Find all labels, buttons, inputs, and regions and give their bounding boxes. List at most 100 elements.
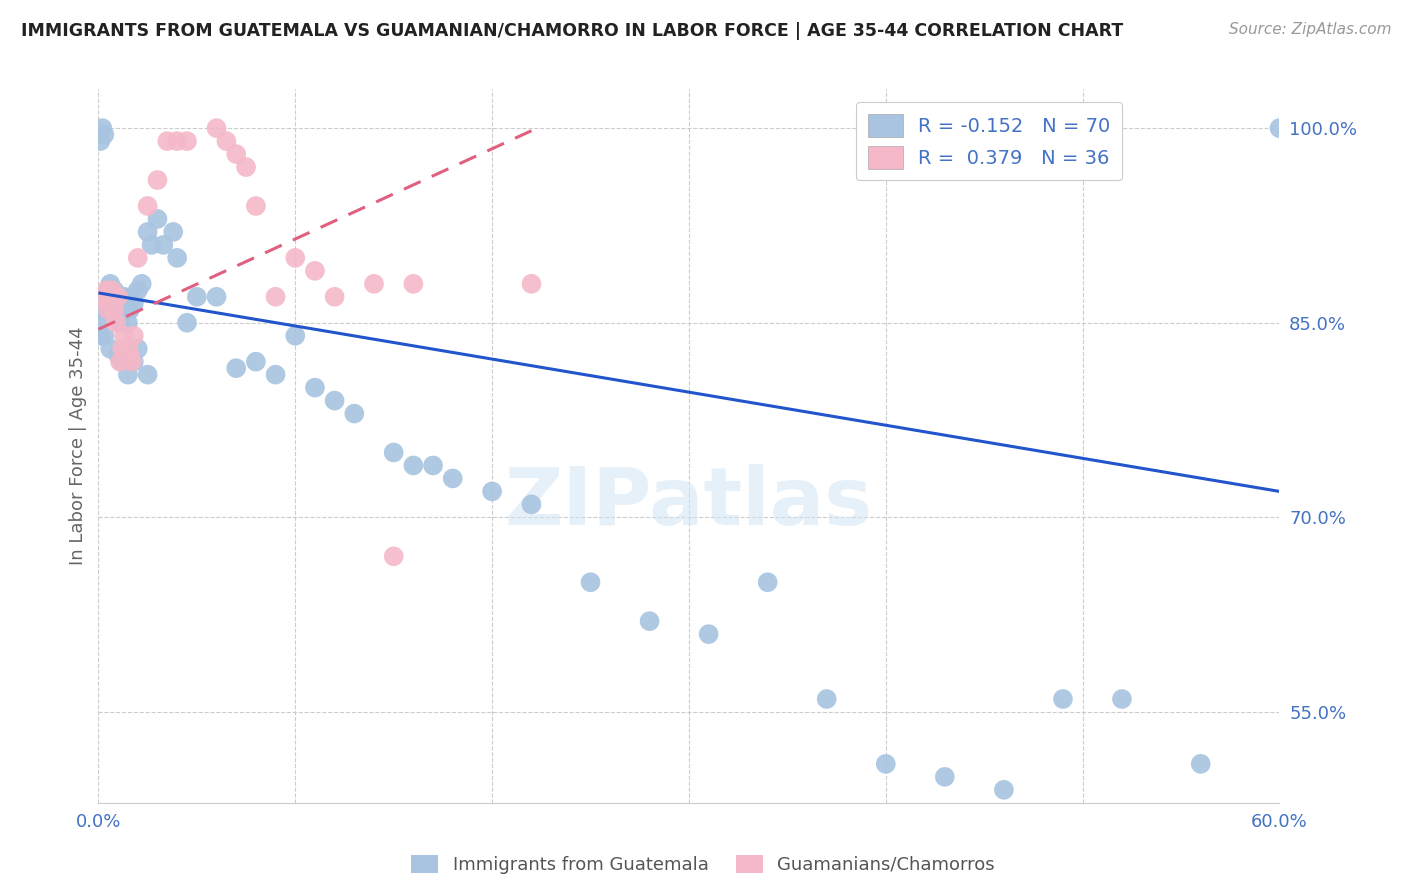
Point — [117, 316, 139, 330]
Point — [363, 277, 385, 291]
Point — [103, 283, 125, 297]
Point — [96, 290, 118, 304]
Point — [98, 277, 121, 291]
Point — [112, 328, 135, 343]
Point — [91, 121, 114, 136]
Point — [118, 302, 141, 317]
Point — [103, 302, 125, 317]
Point — [166, 134, 188, 148]
Point — [205, 121, 228, 136]
Point — [815, 692, 838, 706]
Point — [91, 302, 114, 317]
Point — [422, 458, 444, 473]
Point — [136, 368, 159, 382]
Point — [122, 354, 145, 368]
Point — [152, 238, 174, 252]
Legend: R = -0.152   N = 70, R =  0.379   N = 36: R = -0.152 N = 70, R = 0.379 N = 36 — [856, 103, 1122, 180]
Point — [934, 770, 956, 784]
Point — [235, 160, 257, 174]
Point — [117, 368, 139, 382]
Point — [89, 328, 111, 343]
Point — [146, 211, 169, 226]
Text: Source: ZipAtlas.com: Source: ZipAtlas.com — [1229, 22, 1392, 37]
Point — [96, 302, 118, 317]
Point — [402, 458, 425, 473]
Y-axis label: In Labor Force | Age 35-44: In Labor Force | Age 35-44 — [69, 326, 87, 566]
Point — [131, 277, 153, 291]
Point — [97, 290, 120, 304]
Point — [1111, 692, 1133, 706]
Point — [101, 283, 124, 297]
Point — [89, 290, 111, 304]
Point — [697, 627, 720, 641]
Point — [107, 290, 129, 304]
Text: IMMIGRANTS FROM GUATEMALA VS GUAMANIAN/CHAMORRO IN LABOR FORCE | AGE 35-44 CORRE: IMMIGRANTS FROM GUATEMALA VS GUAMANIAN/C… — [21, 22, 1123, 40]
Point — [441, 471, 464, 485]
Point — [402, 277, 425, 291]
Point — [111, 354, 134, 368]
Point — [111, 342, 134, 356]
Point — [215, 134, 238, 148]
Point — [756, 575, 779, 590]
Point — [97, 283, 120, 297]
Point — [162, 225, 184, 239]
Point — [1052, 692, 1074, 706]
Point — [304, 264, 326, 278]
Point — [127, 342, 149, 356]
Point — [98, 296, 121, 310]
Point — [875, 756, 897, 771]
Point — [105, 290, 128, 304]
Point — [638, 614, 661, 628]
Point — [121, 354, 143, 368]
Point — [108, 354, 131, 368]
Point — [304, 381, 326, 395]
Point — [323, 393, 346, 408]
Point — [136, 199, 159, 213]
Point — [89, 310, 111, 324]
Point — [205, 290, 228, 304]
Point — [225, 147, 247, 161]
Point — [89, 290, 111, 304]
Point — [264, 290, 287, 304]
Point — [382, 549, 405, 564]
Point — [93, 328, 115, 343]
Point — [93, 290, 115, 304]
Point — [579, 575, 602, 590]
Point — [107, 348, 129, 362]
Point — [97, 302, 120, 317]
Point — [91, 290, 114, 304]
Point — [141, 238, 163, 252]
Point — [91, 290, 114, 304]
Point — [127, 251, 149, 265]
Point — [284, 251, 307, 265]
Point — [112, 290, 135, 304]
Point — [111, 290, 134, 304]
Point — [101, 290, 124, 304]
Point — [146, 173, 169, 187]
Point — [176, 316, 198, 330]
Point — [98, 342, 121, 356]
Point — [93, 128, 115, 142]
Point — [284, 328, 307, 343]
Legend: Immigrants from Guatemala, Guamanians/Chamorros: Immigrants from Guatemala, Guamanians/Ch… — [402, 846, 1004, 883]
Point — [323, 290, 346, 304]
Point — [186, 290, 208, 304]
Text: ZIPatlas: ZIPatlas — [505, 464, 873, 542]
Point — [225, 361, 247, 376]
Point — [1268, 121, 1291, 136]
Point — [108, 316, 131, 330]
Point — [156, 134, 179, 148]
Point — [96, 283, 118, 297]
Point — [121, 290, 143, 304]
Point — [520, 277, 543, 291]
Point — [481, 484, 503, 499]
Point — [993, 782, 1015, 797]
Point — [117, 342, 139, 356]
Point — [122, 296, 145, 310]
Point — [245, 354, 267, 368]
Point — [107, 310, 129, 324]
Point — [105, 316, 128, 330]
Point — [264, 368, 287, 382]
Point — [89, 134, 111, 148]
Point — [245, 199, 267, 213]
